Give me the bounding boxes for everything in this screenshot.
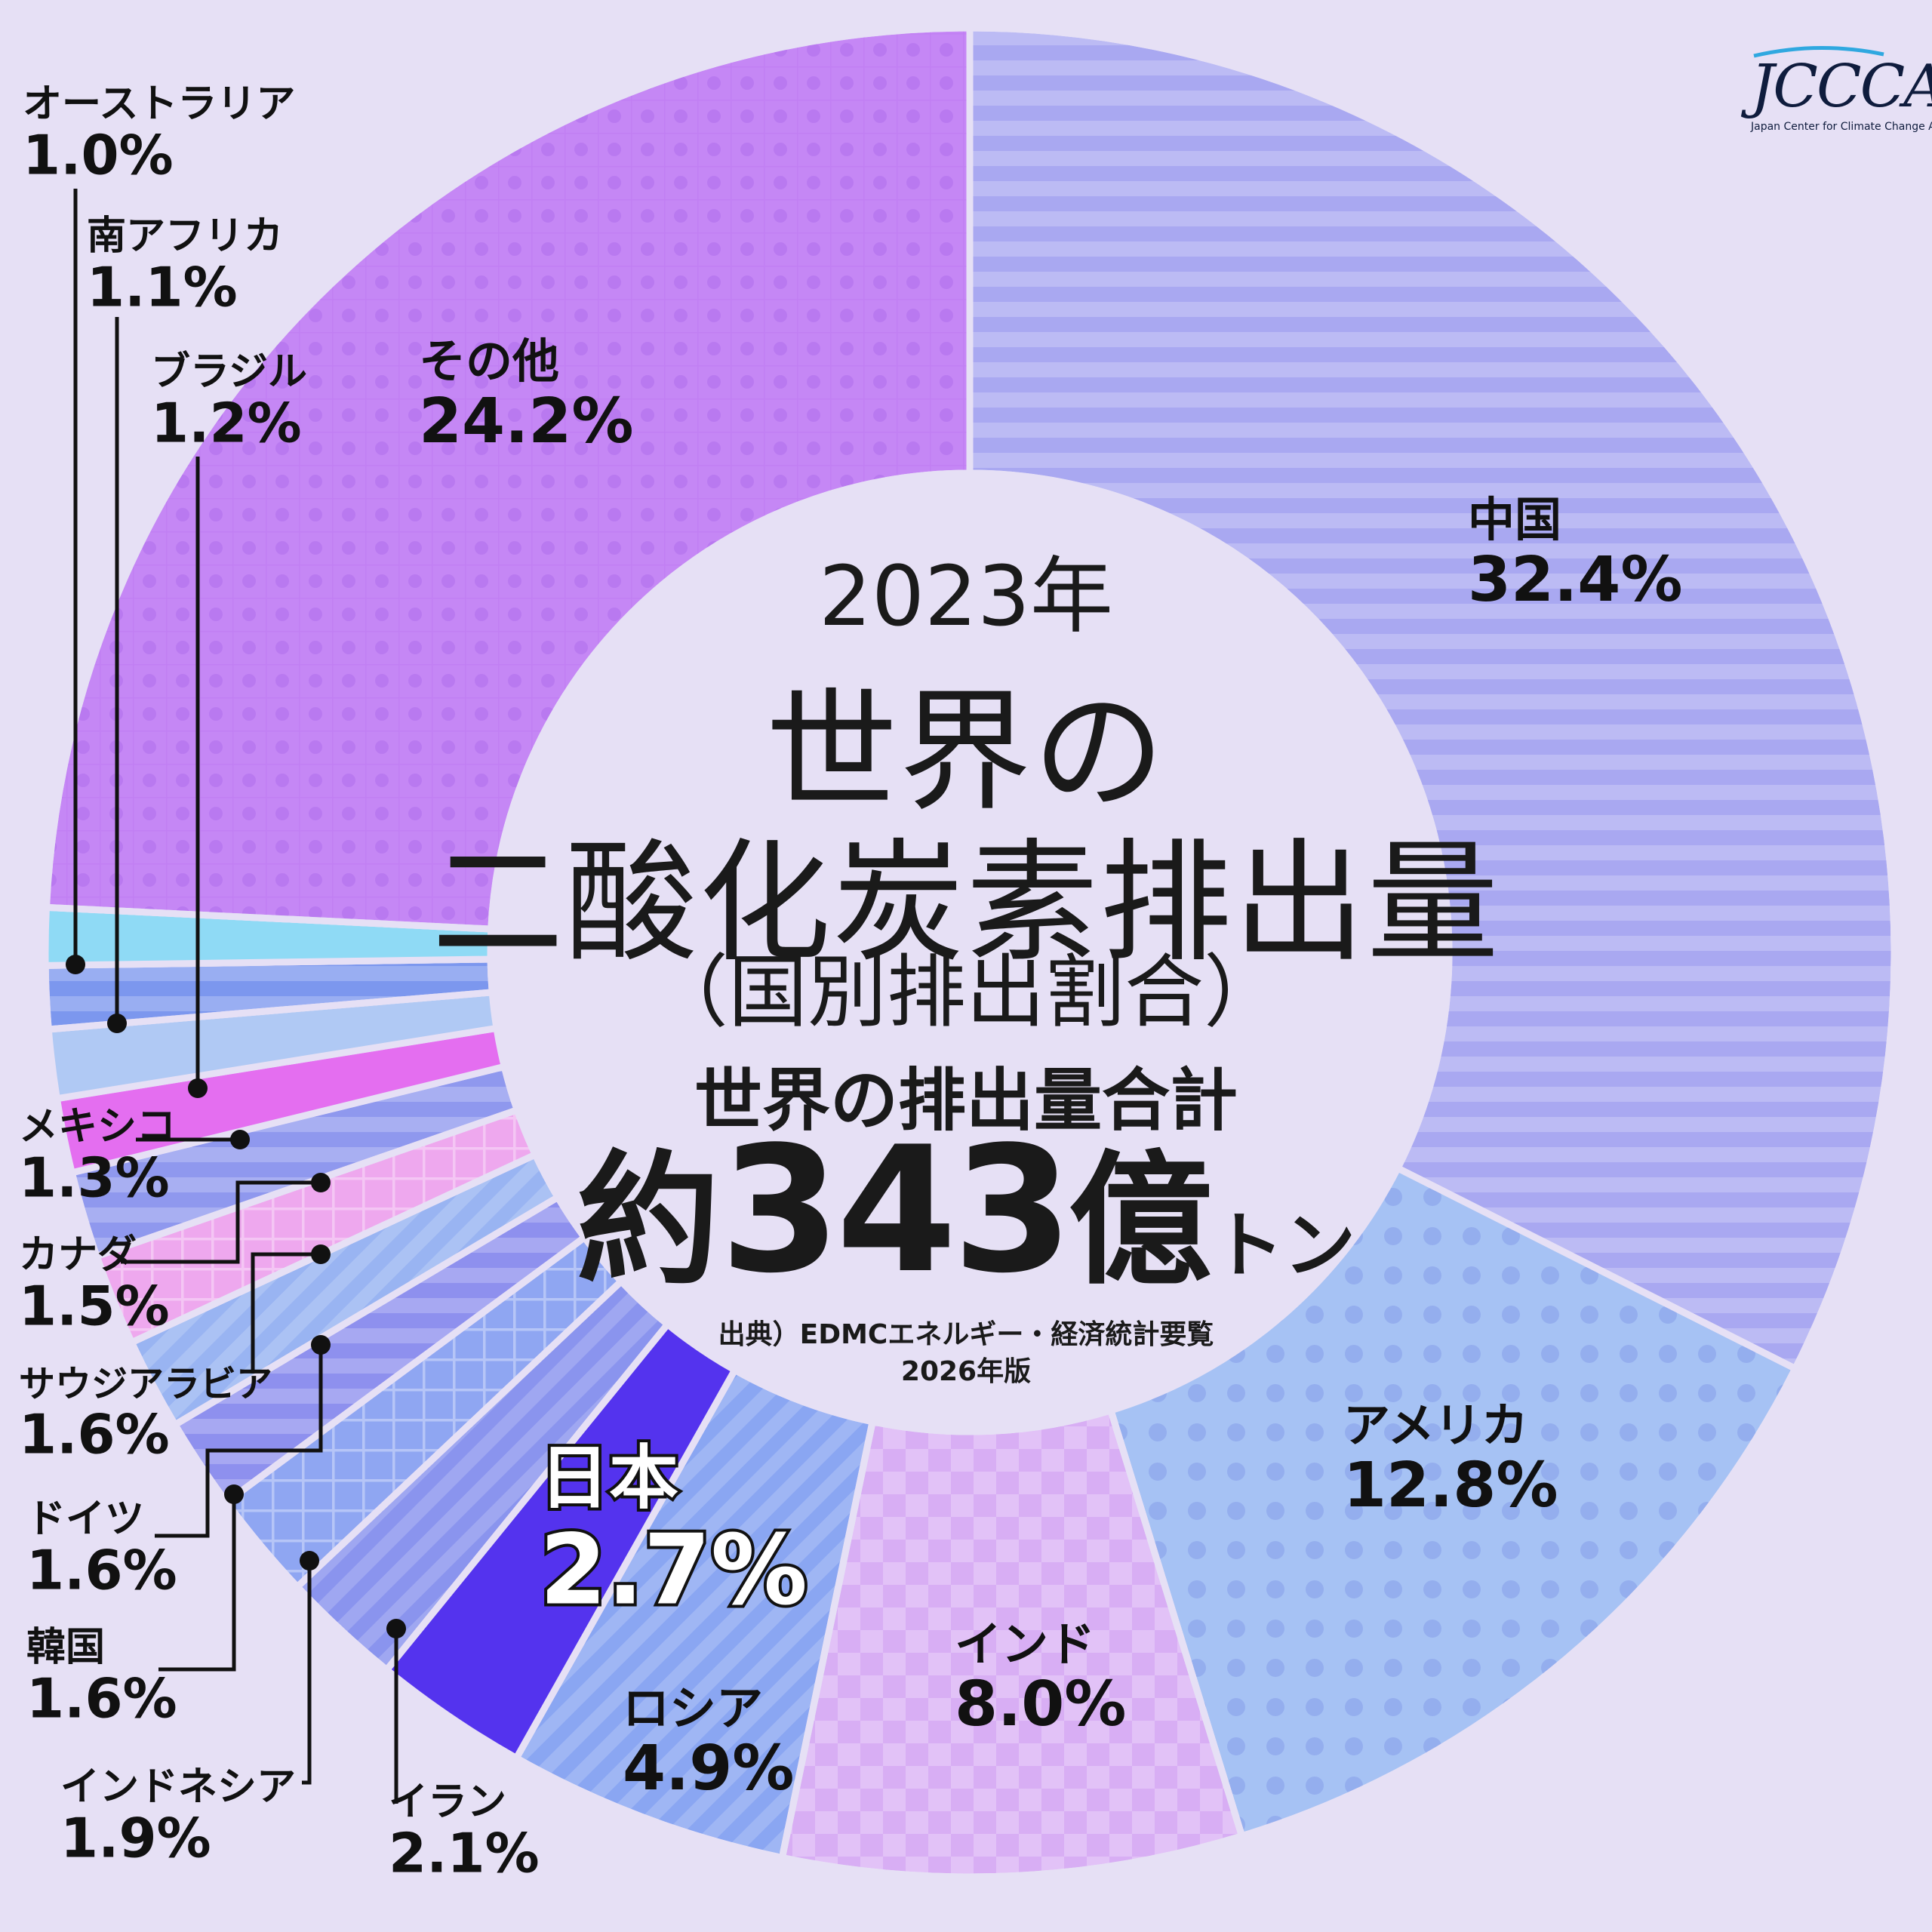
leader-dot-ブラジル: [188, 1078, 208, 1098]
label-name-南アフリカ: 南アフリカ: [87, 214, 283, 259]
leader-dot-ドイツ: [311, 1335, 331, 1355]
label-name-カナダ: カナダ: [19, 1232, 137, 1278]
chart-year: 2023年: [819, 548, 1113, 645]
total-value: 約343億トン: [0, 1124, 1932, 1298]
leader-dot-南アフリカ: [107, 1014, 127, 1033]
label-name-サウジアラビア: サウジアラビア: [19, 1363, 272, 1405]
label-韓国: 韓国1.6%: [26, 1625, 177, 1730]
label-value-ブラジル: 1.2%: [151, 392, 302, 455]
label-value-韓国: 1.6%: [26, 1667, 177, 1730]
source-line2: 2026年版: [900, 1355, 1032, 1387]
label-value-イラン: 2.1%: [389, 1822, 540, 1885]
leader-line-サウジアラビア: [251, 1252, 321, 1374]
chart-subtitle: （国別排出割合）: [648, 946, 1283, 1038]
label-value-ロシア: 4.9%: [623, 1733, 794, 1804]
slice-その他: [42, 24, 974, 933]
chart-title-line1: 世界の: [765, 676, 1167, 829]
label-value-オーストラリア: 1.0%: [23, 124, 174, 187]
source-note: 出典）EDMCエネルギー・経済統計要覧 2026年版: [0, 1317, 1932, 1390]
leader-dot-オーストラリア: [66, 955, 85, 974]
label-name-ロシア: ロシア: [623, 1681, 763, 1736]
jccca-logo: JCCCA Japan Center for Climate Change Ac…: [1751, 46, 1932, 133]
label-value-インドネシア: 1.9%: [60, 1807, 211, 1870]
leader-dot-イラン: [386, 1619, 406, 1638]
label-value-サウジアラビア: 1.6%: [19, 1403, 170, 1466]
label-value-ドイツ: 1.6%: [26, 1539, 177, 1602]
label-name-ブラジル: ブラジル: [151, 349, 307, 395]
chart-title-line2: 二酸化炭素排出量: [432, 827, 1500, 980]
total-number: 343: [719, 1110, 1073, 1312]
label-value-南アフリカ: 1.1%: [87, 256, 238, 319]
label-value-インド: 8.0%: [955, 1669, 1126, 1740]
total-unit-oku: 億: [1069, 1137, 1213, 1304]
leader-dot-カナダ: [311, 1173, 331, 1192]
label-name-日本: 日本: [540, 1438, 678, 1518]
leader-dot-韓国: [224, 1484, 244, 1504]
label-name-その他: その他: [419, 334, 559, 389]
leader-dot-サウジアラビア: [311, 1244, 331, 1264]
label-value-アメリカ: 12.8%: [1343, 1450, 1558, 1521]
source-line1: 出典）EDMCエネルギー・経済統計要覧: [718, 1319, 1214, 1350]
total-prefix: 約: [576, 1137, 720, 1304]
label-value-中国: 32.4%: [1468, 544, 1682, 616]
label-name-アメリカ: アメリカ: [1343, 1398, 1528, 1453]
slice-韓国: [170, 1192, 589, 1507]
total-unit-ton: トン: [1212, 1204, 1356, 1287]
label-name-イラン: イラン: [389, 1780, 506, 1825]
label-name-インドネシア: インドネシア: [60, 1764, 296, 1810]
label-name-オーストラリア: オーストラリア: [23, 82, 295, 127]
leader-dot-メキシコ: [230, 1130, 250, 1149]
leader-line-ドイツ: [155, 1345, 323, 1538]
slice-中国: [966, 24, 1898, 1374]
label-日本: 日本2.7%: [537, 1435, 811, 1629]
label-value-その他: 24.2%: [419, 386, 633, 457]
total-label: 世界の排出量合計: [694, 1061, 1238, 1140]
slice-アメリカ: [1106, 1163, 1800, 1841]
label-name-インド: インド: [955, 1617, 1095, 1672]
leader-line-インドネシア: [302, 1561, 312, 1785]
logo-mark: JCCCA: [1751, 53, 1932, 121]
label-name-メキシコ: メキシコ: [19, 1104, 176, 1149]
label-value-メキシコ: 1.3%: [19, 1146, 170, 1210]
leader-line-韓国: [158, 1494, 236, 1672]
label-name-韓国: 韓国: [26, 1625, 105, 1670]
logo-subtitle: Japan Center for Climate Change Actions: [1751, 121, 1932, 133]
logo-swoosh-icon: [1753, 46, 1884, 58]
label-name-中国: 中国: [1468, 492, 1561, 547]
leader-line-カナダ: [121, 1180, 321, 1264]
leader-dot-インドネシア: [300, 1551, 319, 1571]
slice-インド: [778, 1406, 1247, 1881]
label-value-日本: 2.7%: [540, 1514, 808, 1626]
label-name-ドイツ: ドイツ: [26, 1497, 144, 1542]
label-value-カナダ: 1.5%: [19, 1275, 170, 1338]
